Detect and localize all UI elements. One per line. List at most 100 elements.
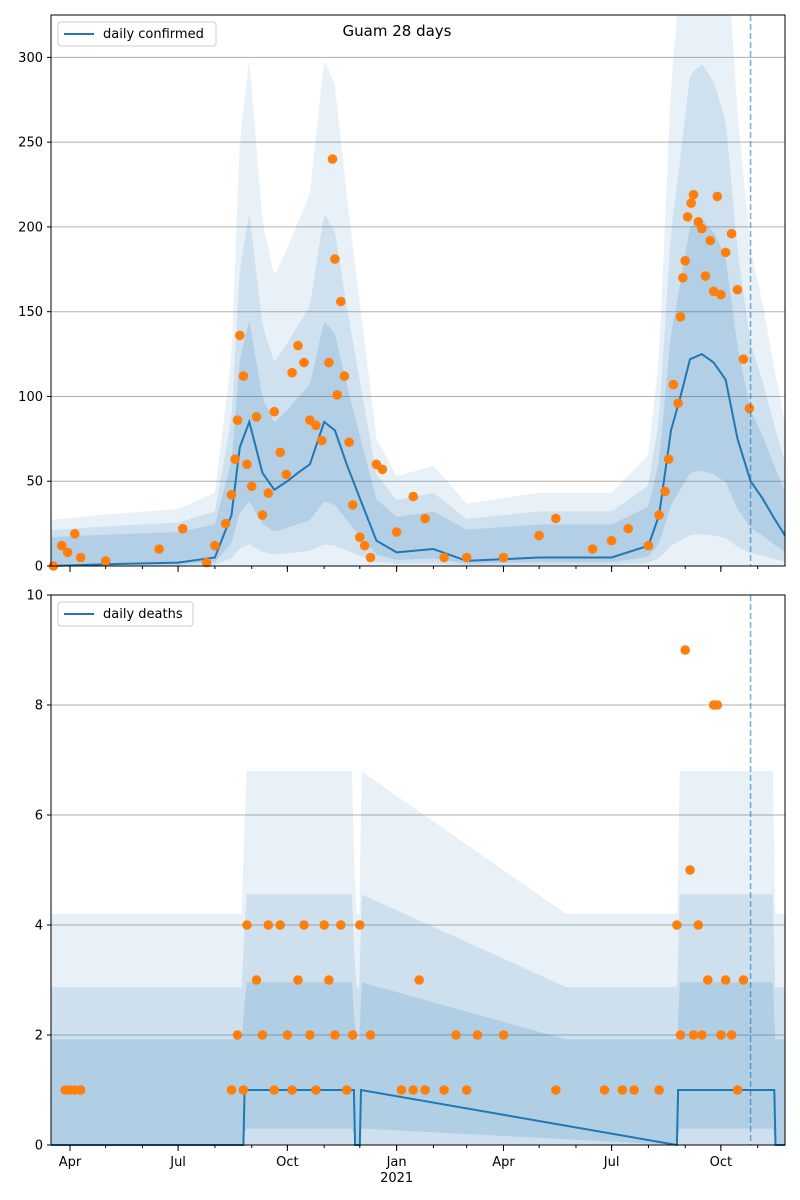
data-point [238, 1085, 249, 1095]
axes-frame [50, 594, 786, 1146]
series-lines [51, 1088, 785, 1147]
data-point [305, 1030, 315, 1040]
data-point [332, 390, 343, 400]
data-point [686, 198, 696, 208]
data-point [682, 212, 693, 222]
data-point [654, 1085, 664, 1095]
uncertainty-band [51, 982, 785, 1145]
data-point [293, 975, 303, 985]
data-point [720, 975, 731, 985]
data-point [220, 518, 231, 529]
data-point [347, 500, 358, 510]
y-axis: 0 2 4 6 8 10 [26, 589, 51, 1154]
x-tick-label: Oct [710, 1155, 732, 1170]
data-point [451, 1030, 461, 1040]
uncertainty-band [51, 219, 785, 567]
data-point [269, 1085, 280, 1095]
data-point [70, 529, 80, 539]
data-point [62, 547, 73, 558]
data-point [703, 975, 713, 985]
data-point [675, 312, 686, 322]
x-tick-label: Jan [386, 1155, 407, 1170]
uncertainty-band [51, 63, 785, 567]
data-point [738, 975, 749, 985]
data-point [732, 284, 743, 295]
plot-area [51, 15, 785, 566]
y-tick-label: 300 [18, 51, 43, 66]
legend: daily confirmed [57, 21, 217, 47]
axes-frame [50, 14, 786, 567]
observed-points [60, 645, 749, 1095]
y-tick-label: 6 [35, 809, 43, 824]
data-point [242, 459, 252, 470]
data-point [275, 447, 286, 458]
legend-box [57, 601, 194, 627]
data-point [439, 1085, 449, 1095]
legend-box [57, 21, 217, 47]
data-point [688, 189, 699, 200]
data-point [660, 486, 670, 497]
data-point [396, 1085, 407, 1095]
y-tick-label: 50 [26, 475, 43, 490]
data-point [287, 1085, 297, 1095]
y-tick-label: 200 [18, 220, 43, 235]
y-tick-label: 0 [35, 1139, 43, 1154]
data-point [680, 255, 690, 266]
plot-area [51, 595, 785, 1145]
chart-title: Guam 28 days [343, 22, 452, 40]
data-point [551, 513, 561, 524]
uncertainty-band [51, 15, 785, 566]
data-point [498, 552, 509, 563]
uncertainty-bands [51, 771, 785, 1145]
y-axis: 0 50 100 150 200 250 300 [18, 51, 51, 575]
data-point [311, 1085, 321, 1095]
data-point [377, 464, 388, 475]
x-year-label: 2021 [380, 1171, 413, 1186]
data-point [341, 1085, 352, 1095]
data-point [678, 273, 688, 283]
data-point [472, 1030, 483, 1040]
data-point [317, 435, 327, 446]
chart-panel-confirmed: 0 50 100 150 200 250 300 Guam 28 days daily co… [18, 14, 786, 575]
data-point [391, 527, 402, 537]
data-point [299, 357, 309, 368]
data-point [257, 1030, 268, 1040]
data-point [408, 491, 419, 502]
x-tick-label: Oct [276, 1155, 298, 1170]
x-tick-label: Apr [59, 1155, 82, 1170]
data-point [359, 540, 370, 551]
data-point [154, 544, 164, 554]
data-point [668, 379, 679, 390]
data-point [461, 1085, 472, 1095]
data-point [263, 488, 274, 498]
data-point [673, 398, 683, 409]
data-point [697, 223, 707, 234]
data-point [700, 271, 711, 281]
data-point [498, 1030, 509, 1040]
data-point [680, 645, 690, 655]
data-point [226, 490, 237, 500]
data-point [355, 532, 365, 542]
data-point [420, 513, 430, 524]
x-axis [69, 566, 759, 572]
data-point [319, 920, 330, 930]
legend-label: daily confirmed [103, 27, 204, 42]
data-point [238, 371, 249, 381]
data-point [688, 1030, 699, 1040]
data-point [257, 510, 268, 520]
data-point [623, 523, 633, 534]
y-tick-label: 250 [18, 136, 43, 151]
data-point [210, 540, 220, 551]
data-point [712, 191, 723, 202]
data-point [299, 920, 309, 930]
data-point [726, 228, 737, 239]
data-point [693, 920, 704, 930]
data-point [287, 367, 297, 378]
data-point [263, 920, 274, 930]
data-point [675, 1030, 686, 1040]
data-point [336, 296, 346, 307]
data-point [551, 1085, 561, 1095]
data-point [654, 510, 664, 520]
data-point [251, 412, 262, 422]
